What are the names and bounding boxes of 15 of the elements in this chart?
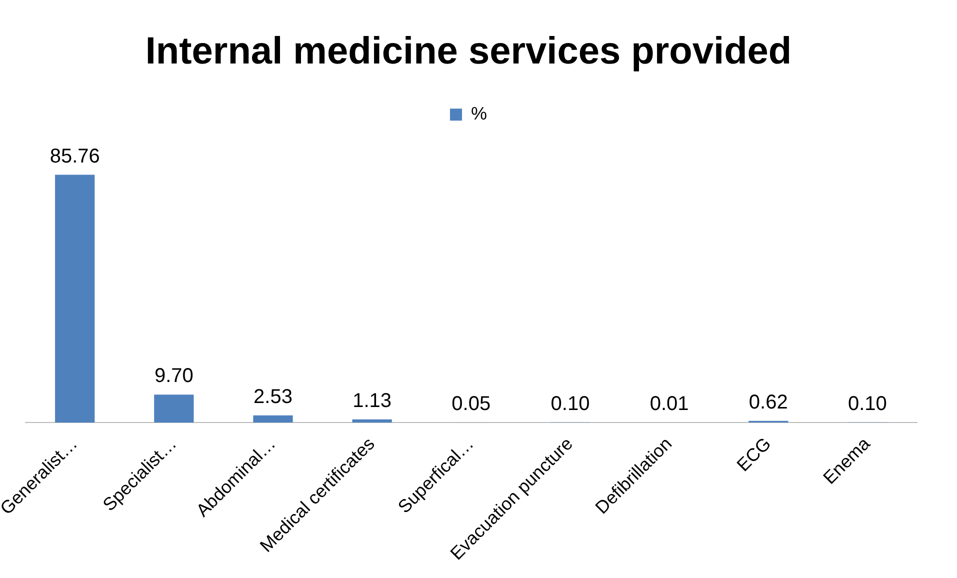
data-label: 9.70 [154,365,194,388]
legend-label: % [471,104,488,124]
data-label: 2.53 [254,386,292,408]
data-label: 0.62 [748,391,788,414]
data-label: 1.13 [352,390,392,412]
data-label: 0.05 [452,393,491,416]
data-label: 85.76 [50,145,100,168]
data-label: 0.10 [550,392,590,415]
bar [154,394,194,423]
bar [352,419,392,423]
data-label: 0.10 [848,392,887,415]
chart-title: Internal medicine services provided [145,30,792,72]
bar [55,174,95,423]
data-label: 0.01 [650,393,689,416]
bar [253,415,293,423]
